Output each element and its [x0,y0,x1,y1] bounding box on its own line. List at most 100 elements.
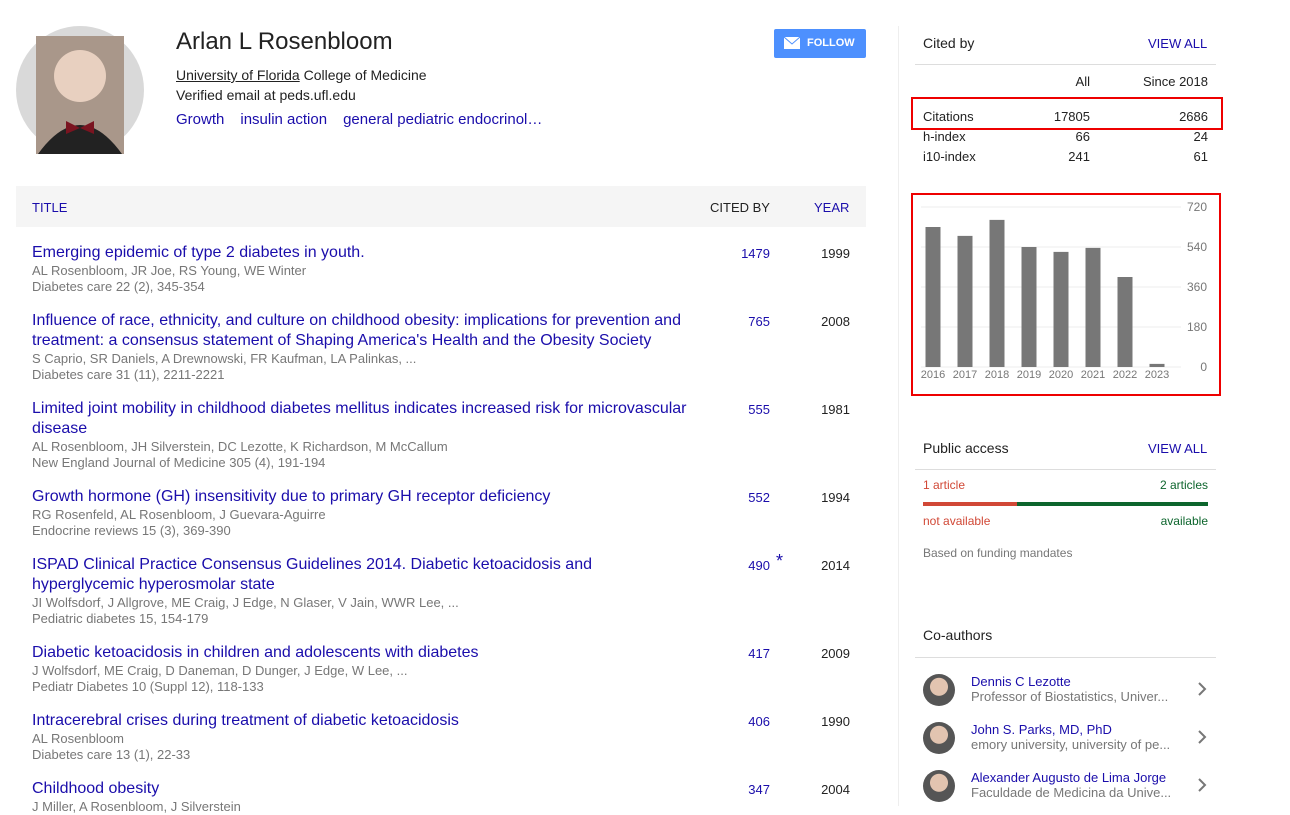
x-tick-label: 2018 [985,369,1009,381]
x-tick-label: 2022 [1113,369,1137,381]
not-available-count[interactable]: 1 article [923,478,966,492]
header-year[interactable]: YEAR [814,200,850,215]
email: Verified email at peds.ufl.edu [176,87,356,103]
interest-link[interactable]: Growth [176,111,225,128]
article-authors: JI Wolfsdorf, J Allgrove, ME Craig, J Ed… [32,595,459,610]
article-venue: Diabetes care 13 (1), 22-33 [32,747,191,762]
cited-by-title: Cited by [923,35,975,51]
follow-label[interactable]: FOLLOW [807,37,855,49]
interest-link[interactable]: general pediatric endocrinol… [343,111,543,128]
public-access-title: Public access [923,440,1009,456]
interest-link[interactable]: insulin action [240,111,328,128]
article-title[interactable]: ISPAD Clinical Practice Consensus Guidel… [32,556,592,593]
affiliation-link[interactable]: University of Florida [176,67,300,83]
cited-by-count[interactable]: 555 [748,402,770,417]
affiliation: University of Florida College of Medicin… [176,67,427,83]
view-all[interactable]: VIEW ALL [1148,36,1208,51]
cited-by-count[interactable]: 406 [748,714,770,729]
bar [957,235,973,367]
article-meta: AL Rosenbloom, JH Silverstein, DC Lezott… [32,439,732,471]
col-since: Since 2018 [1142,74,1208,89]
coauthor-affiliation: Professor of Biostatistics, Univer... [971,689,1169,704]
coauthor-name[interactable]: John S. Parks, MD, PhD [971,722,1112,737]
article-venue: Pediatric diabetes 15, 154-179 [32,611,209,626]
metric-all: 66 [1075,129,1090,144]
year: 2008 [821,314,850,329]
article-venue: New England Journal of Medicine 305 (4),… [32,455,326,470]
cited-by-count[interactable]: 417 [748,646,770,661]
bar [925,227,941,367]
year: 1990 [821,714,850,729]
article-title[interactable]: Limited joint mobility in childhood diab… [32,400,687,437]
article-venue: Diabetes care 22 (2), 345-354 [32,279,205,294]
metric-since: 24 [1193,129,1208,144]
col-all: All [1075,74,1090,89]
chevron[interactable] [1196,777,1208,793]
year: 1999 [821,246,850,261]
article-title[interactable]: Emerging epidemic of type 2 diabetes in … [32,244,365,261]
metric-name: Citations [923,109,974,124]
mandates-note: Based on funding mandates [923,546,1073,560]
y-tick-label: 360 [1187,280,1207,294]
cited-by-count[interactable]: 765 [748,314,770,329]
bar-available [1017,502,1208,506]
table-header: TITLE CITED BY YEAR [16,186,866,227]
article-authors: RG Rosenfeld, AL Rosenbloom, J Guevara-A… [32,507,326,522]
article-meta: J Wolfsdorf, ME Craig, D Daneman, D Dung… [32,663,732,695]
article-authors: AL Rosenbloom, JR Joe, RS Young, WE Wint… [32,263,307,278]
article-authors: AL Rosenbloom, JH Silverstein, DC Lezott… [32,439,448,454]
article-authors: AL Rosenbloom [32,731,125,746]
x-tick-label: 2017 [953,369,977,381]
year: 1981 [821,402,850,417]
year: 2009 [821,646,850,661]
metric-name: i10-index [923,149,976,164]
coauthors-title: Co-authors [923,627,993,643]
header-cited-by[interactable]: CITED BY [710,200,770,215]
available-label: available [1160,514,1208,528]
cited-by-count[interactable]: 552 [748,490,770,505]
article-title[interactable]: Growth hormone (GH) insensitivity due to… [32,488,551,505]
article-title[interactable]: Influence of race, ethnicity, and cultur… [32,312,681,349]
article-title[interactable]: Intracerebral crises during treatment of… [32,712,459,729]
header-title[interactable]: TITLE [32,200,68,215]
available-count[interactable]: 2 articles [1159,478,1208,492]
cited-by-count[interactable]: 347 [748,782,770,797]
article-authors: S Caprio, SR Daniels, A Drewnowski, FR K… [32,351,417,366]
coauthor-affiliation: Faculdade de Medicina da Unive... [971,785,1172,800]
highlight-box [911,193,1221,396]
cited-marker: * [776,551,784,571]
not-available-label: not available [923,514,991,528]
article-meta: J Miller, A Rosenbloom, J Silverstein [32,799,732,815]
coauthor-photo[interactable] [923,770,955,802]
bar [989,219,1005,367]
year: 2004 [821,782,850,797]
bar-not-available [923,502,1017,506]
coauthor-affiliation: emory university, university of pe... [971,737,1171,752]
year: 1994 [821,490,850,505]
view-all[interactable]: VIEW ALL [1148,441,1208,456]
bar [1021,247,1037,367]
article-authors: J Wolfsdorf, ME Craig, D Daneman, D Dung… [32,663,408,678]
bar [1053,251,1069,367]
article-authors: J Miller, A Rosenbloom, J Silverstein [32,799,241,814]
citation-chart: 0 180 360 540 720 2016 2017 2018 2019 2020 2021 202… [921,200,1208,381]
article-title[interactable]: Childhood obesity [32,780,160,797]
article-meta: AL Rosenbloom Diabetes care 13 (1), 22-33 [32,731,732,763]
follow-button[interactable]: FOLLOW [774,29,866,58]
coauthor-name[interactable]: Alexander Augusto de Lima Jorge [971,770,1167,785]
coauthor-photo[interactable] [923,722,955,754]
cited-by-count[interactable]: 1479 [741,246,770,261]
coauthor-name[interactable]: Dennis C Lezotte [971,674,1071,689]
article-title[interactable]: Diabetic ketoacidosis in children and ad… [32,644,479,661]
article-meta: RG Rosenfeld, AL Rosenbloom, J Guevara-A… [32,507,732,539]
chevron[interactable] [1196,729,1208,745]
bar [1149,363,1165,367]
cited-by-count[interactable]: 490 [748,558,770,573]
article-venue: Endocrine reviews 15 (3), 369-390 [32,523,231,538]
x-tick-label: 2019 [1017,369,1041,381]
x-tick-label: 2020 [1049,369,1073,381]
chevron[interactable] [1196,681,1208,697]
avatar [16,26,144,154]
article-venue: Pediatr Diabetes 10 (Suppl 12), 118-133 [32,679,264,694]
coauthor-photo[interactable] [923,674,955,706]
